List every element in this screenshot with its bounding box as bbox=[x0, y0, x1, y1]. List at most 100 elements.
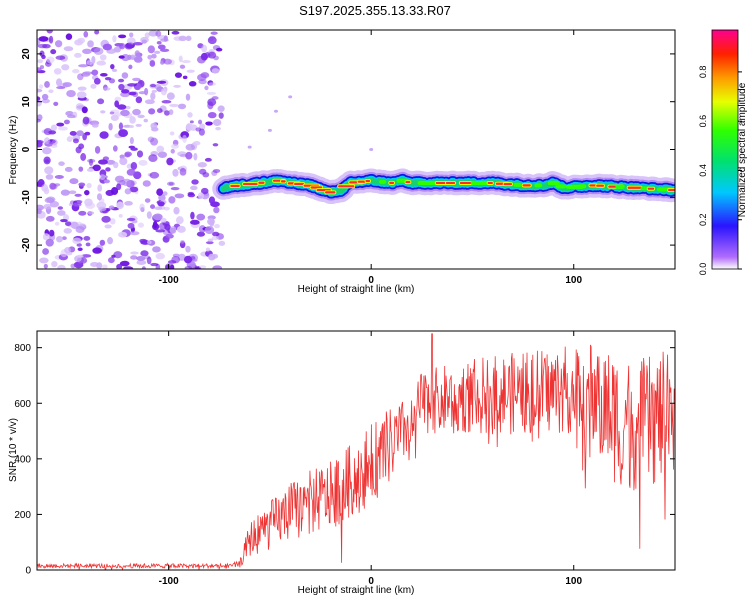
noise-point bbox=[151, 53, 157, 59]
noise-point bbox=[109, 218, 116, 225]
noise-point bbox=[113, 46, 122, 53]
noise-point bbox=[195, 127, 202, 132]
noise-point bbox=[197, 162, 207, 168]
noise-point bbox=[118, 129, 129, 138]
noise-point bbox=[196, 231, 206, 237]
noise-point bbox=[208, 196, 215, 205]
noise-point bbox=[105, 167, 111, 172]
noise-point bbox=[100, 110, 106, 114]
noise-point bbox=[197, 192, 205, 199]
noise-point bbox=[50, 49, 57, 55]
noise-point bbox=[102, 264, 108, 269]
y-tick-label: 10 bbox=[21, 96, 32, 108]
noise-point bbox=[150, 122, 158, 129]
noise-point bbox=[48, 35, 54, 44]
noise-point bbox=[81, 254, 92, 258]
noise-point bbox=[212, 119, 222, 126]
noise-point bbox=[144, 99, 155, 105]
noise-point bbox=[92, 164, 101, 172]
noise-point bbox=[192, 258, 198, 262]
noise-point bbox=[165, 233, 174, 239]
noise-point bbox=[156, 145, 165, 153]
noise-point bbox=[128, 64, 133, 70]
noise-point bbox=[54, 221, 60, 226]
noise-point bbox=[138, 159, 148, 166]
noise-point bbox=[207, 111, 217, 119]
noise-point bbox=[72, 138, 79, 144]
noise-point bbox=[193, 152, 198, 161]
noise-point bbox=[77, 86, 87, 91]
colorbar-tick-label: 0.8 bbox=[698, 66, 708, 79]
noise-point bbox=[204, 226, 215, 234]
noise-point bbox=[185, 93, 191, 101]
noise-point bbox=[212, 143, 219, 147]
noise-point bbox=[369, 148, 374, 151]
noise-point bbox=[170, 187, 180, 191]
noise-point bbox=[152, 246, 161, 253]
noise-point bbox=[171, 255, 181, 264]
noise-point bbox=[116, 201, 124, 210]
noise-point bbox=[112, 35, 117, 43]
noise-point bbox=[142, 180, 151, 187]
noise-point bbox=[55, 78, 63, 87]
noise-point bbox=[100, 72, 108, 77]
noise-point bbox=[96, 193, 103, 201]
noise-point bbox=[110, 63, 115, 70]
noise-point bbox=[150, 204, 156, 209]
noise-point bbox=[96, 60, 107, 66]
noise-point bbox=[273, 109, 278, 113]
noise-point bbox=[80, 153, 87, 161]
noise-point bbox=[116, 263, 123, 269]
noise-point bbox=[207, 101, 214, 110]
noise-point bbox=[37, 96, 41, 101]
noise-point bbox=[83, 31, 89, 38]
colorbar-tick-label: 0.2 bbox=[698, 213, 708, 226]
noise-point bbox=[105, 159, 116, 165]
noise-point bbox=[218, 112, 224, 119]
noise-point bbox=[46, 30, 53, 34]
noise-point bbox=[55, 55, 66, 60]
noise-point bbox=[211, 68, 220, 74]
noise-point bbox=[48, 89, 54, 94]
noise-point bbox=[147, 54, 152, 60]
noise-point bbox=[169, 131, 175, 136]
noise-point bbox=[42, 248, 49, 255]
noise-point bbox=[161, 99, 172, 104]
noise-point bbox=[171, 143, 179, 149]
noise-point bbox=[118, 78, 125, 83]
noise-point bbox=[74, 39, 84, 46]
noise-point bbox=[130, 251, 139, 255]
noise-point bbox=[78, 210, 87, 216]
noise-point bbox=[168, 109, 174, 115]
noise-point bbox=[137, 114, 145, 119]
noise-point bbox=[166, 157, 174, 166]
noise-point bbox=[174, 72, 183, 78]
noise-point bbox=[155, 30, 162, 37]
noise-point bbox=[78, 64, 89, 68]
noise-point bbox=[218, 240, 226, 246]
chart-title: S197.2025.355.13.33.R07 bbox=[299, 3, 451, 18]
noise-point bbox=[51, 139, 58, 146]
noise-point bbox=[66, 89, 76, 98]
noise-point bbox=[102, 43, 113, 51]
noise-point bbox=[148, 30, 159, 37]
noise-point bbox=[125, 105, 131, 110]
noise-point bbox=[129, 186, 139, 193]
noise-point bbox=[212, 253, 219, 259]
noise-point bbox=[179, 168, 187, 176]
noise-point bbox=[214, 223, 220, 229]
noise-point bbox=[43, 187, 50, 195]
colorbar-label: Normalized spectral amplitude bbox=[737, 82, 748, 217]
noise-point bbox=[168, 196, 176, 204]
snr-x-axis-label: Height of straight line (km) bbox=[298, 585, 415, 596]
noise-point bbox=[116, 183, 122, 191]
noise-point bbox=[157, 201, 165, 207]
noise-point bbox=[97, 184, 103, 192]
noise-point bbox=[37, 99, 42, 107]
noise-point bbox=[130, 255, 138, 260]
noise-point bbox=[128, 91, 137, 96]
colorbar-tick-label: 0.4 bbox=[698, 164, 708, 177]
noise-point bbox=[150, 83, 156, 88]
